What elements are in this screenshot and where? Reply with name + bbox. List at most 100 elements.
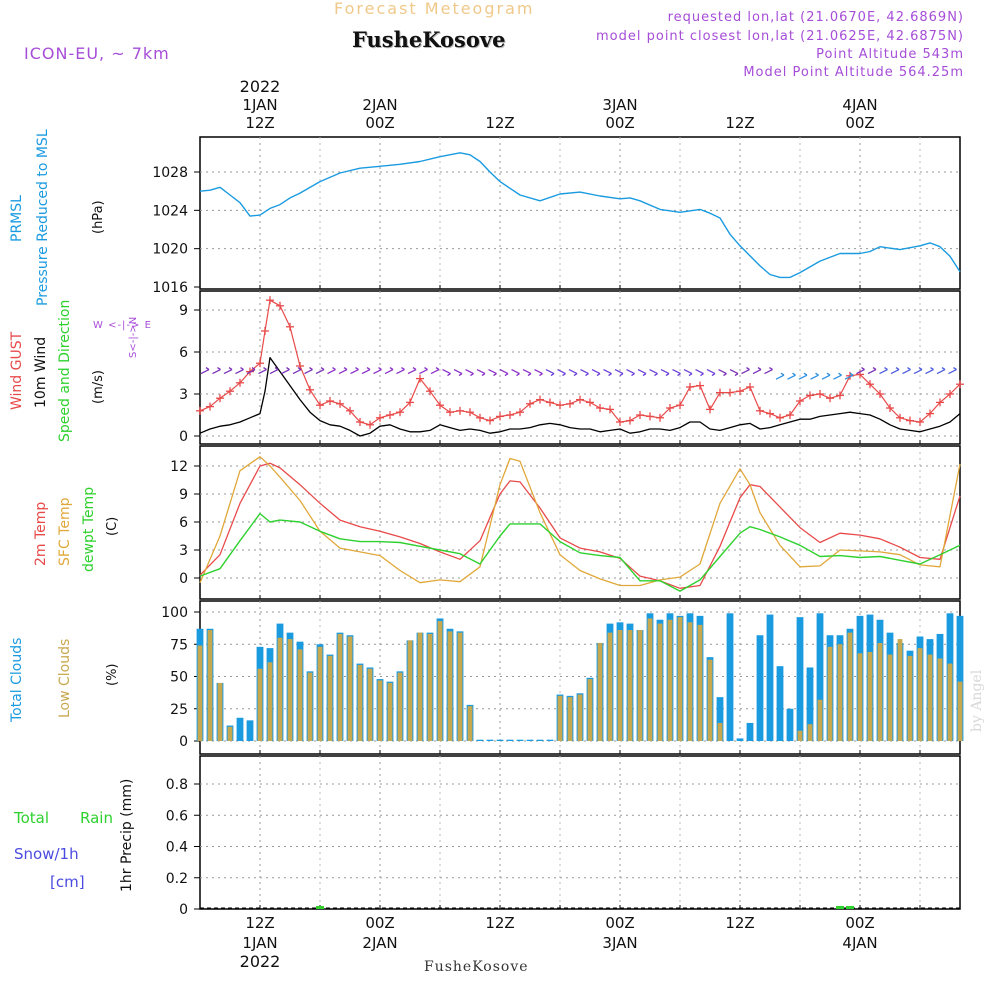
low-cloud-bar [827, 646, 833, 741]
wind-direction-arrow [488, 369, 497, 375]
low-cloud-bar [417, 632, 423, 741]
rain-label-total: Total [14, 809, 50, 827]
wind-direction-arrowhead [274, 367, 279, 371]
compass-we: W <-|-> E [93, 320, 152, 331]
wind-direction-arrowhead [481, 373, 486, 377]
wind-direction-arrow [833, 374, 842, 380]
wind-direction-arrow [361, 369, 371, 375]
y-tick-label: 3 [179, 543, 188, 559]
low-cloud-bar [917, 648, 923, 741]
wind-direction-arrow [281, 369, 290, 375]
wind-direction-arrow [672, 369, 681, 375]
rain-bar [836, 906, 844, 909]
wind-direction-arrowhead [343, 367, 348, 371]
temp2m-line [199, 462, 961, 589]
top-hour-label: 00Z [605, 114, 634, 132]
wind-direction-arrow [258, 369, 267, 375]
wind-direction-arrowhead [355, 367, 359, 371]
wind-direction-arrowhead [585, 373, 589, 377]
low-cloud-bar [557, 695, 563, 741]
low-cloud-bar [377, 680, 383, 741]
bottom-year-label: 2022 [240, 952, 281, 971]
requested-coordinates: requested lon,lat (21.0670E, 42.6869N) [667, 10, 964, 25]
wind-direction-arrowhead [930, 367, 934, 371]
wind-direction-arrowhead [608, 373, 612, 377]
rain-label-rain: Rain [80, 809, 113, 827]
wind-direction-arrowhead [803, 372, 808, 376]
wind-direction-arrow [212, 369, 221, 375]
low-cloud-bar [207, 630, 213, 741]
wind-direction-arrow [350, 369, 359, 375]
wind-direction-arrowhead [953, 367, 957, 371]
wind-direction-arrow [867, 369, 877, 375]
wind-direction-arrow [741, 369, 750, 375]
wind-direction-arrow [327, 369, 336, 375]
y-tick-label: 0.4 [166, 840, 188, 856]
wind-direction-arrowhead [631, 373, 635, 377]
total-cloud-bar [776, 666, 784, 741]
wind-direction-arrowhead [286, 367, 290, 371]
total-cloud-bar [786, 708, 794, 741]
bottom-hour-label: 12Z [485, 914, 514, 932]
y-tick-label: 25 [170, 702, 188, 718]
wind-direction-arrowhead [205, 367, 210, 371]
wind-direction-arrow [499, 369, 509, 375]
low-cloud-bar [267, 662, 273, 741]
wind-direction-arrow [718, 369, 727, 375]
wind-direction-arrow [465, 369, 474, 375]
y-tick-label: 0.6 [166, 808, 188, 824]
low-cloud-bar [687, 622, 693, 741]
low-cloud-bar [847, 632, 853, 741]
wind-direction-arrowhead [665, 373, 670, 377]
wind-direction-arrowhead [654, 373, 658, 377]
wind-direction-arrow [476, 369, 486, 375]
wind-direction-arrowhead [424, 367, 428, 371]
wind-direction-arrowhead [389, 367, 394, 371]
wind-direction-arrow [338, 369, 348, 375]
wind-direction-arrowhead [688, 373, 693, 377]
low-cloud-bar [837, 644, 843, 741]
wind-direction-arrow [614, 369, 624, 375]
y-tick-label: 0 [179, 571, 188, 587]
wind-direction-arrow [246, 369, 256, 375]
wind-direction-arrowhead [320, 367, 325, 371]
bottom-date-label: 3JAN [602, 934, 637, 952]
top-hour-label: 00Z [365, 114, 394, 132]
top-year-label: 2022 [240, 77, 281, 96]
total-cloud-bar [746, 722, 754, 741]
wind-direction-arrowhead [918, 367, 923, 371]
low-cloud-bar [617, 630, 623, 741]
wind-direction-arrow [223, 369, 233, 375]
y-tick-label: 0.8 [166, 777, 188, 793]
wind-direction-arrowhead [872, 367, 877, 371]
wind-direction-arrowhead [366, 367, 371, 371]
top-hour-label: 12Z [725, 114, 754, 132]
wind-direction-arrow [580, 369, 589, 375]
low-cloud-bar [897, 639, 903, 741]
total-cloud-bar [716, 697, 724, 741]
low-cloud-bar [627, 630, 633, 741]
model-point-altitude: Model Point Altitude 564.25m [743, 65, 964, 80]
low-cloud-bar [467, 706, 473, 741]
low-cloud-bar [907, 655, 913, 741]
wind-direction-arrowhead [861, 367, 865, 371]
low-cloud-bar [697, 624, 703, 741]
top-date-label: 2JAN [362, 96, 397, 114]
total-cloud-bar [756, 635, 764, 741]
wind-direction-arrow [511, 369, 520, 375]
wind-direction-arrow [752, 369, 762, 375]
wind-direction-arrow [534, 369, 543, 375]
total-cloud-bar [246, 720, 254, 741]
wind-direction-arrow [522, 369, 532, 375]
low-cloud-bar [657, 623, 663, 741]
wind-direction-arrow [925, 369, 934, 375]
wind-direction-arrow [591, 369, 601, 375]
wind-direction-arrow [292, 369, 302, 375]
y-tick-label: 1020 [152, 242, 188, 258]
total-cloud-bar [486, 739, 494, 741]
wind-direction-arrow [729, 369, 739, 375]
panel-frame [199, 290, 961, 445]
low-cloud-bar [887, 654, 893, 741]
y-tick-label: 75 [170, 637, 188, 653]
low-cloud-bar [947, 663, 953, 741]
